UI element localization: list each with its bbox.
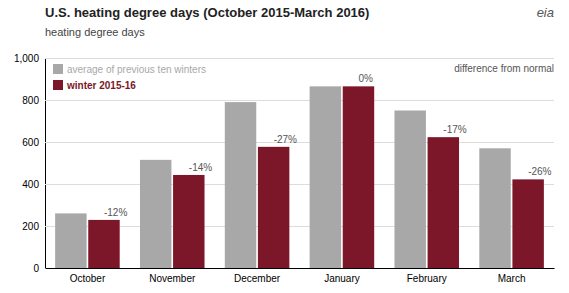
bar — [343, 86, 374, 268]
title: U.S. heating degree days (October 2015-M… — [45, 5, 369, 20]
logo-text: eia — [537, 5, 554, 20]
y-tick-label: 0 — [33, 263, 39, 274]
grid-line — [45, 226, 554, 227]
legend: average of previous ten winters winter 20… — [53, 64, 206, 91]
x-tick: February — [407, 268, 447, 284]
x-axis-line — [46, 268, 555, 269]
y-tick-label: 600 — [22, 137, 39, 148]
x-tick-label: December — [234, 273, 281, 284]
difference-labels: -12% -14% -27% 0% -17% -26% — [104, 73, 552, 218]
bar — [88, 220, 119, 268]
difference-label: 0% — [358, 73, 373, 84]
bar — [55, 213, 86, 268]
chart: U.S. heating degree days (October 2015-M… — [0, 0, 569, 293]
grid-line — [45, 100, 554, 101]
y-tick-label: 400 — [22, 179, 39, 190]
legend-label: average of previous ten winters — [67, 64, 206, 75]
difference-label: -27% — [274, 134, 297, 145]
difference-label: -12% — [104, 207, 127, 218]
x-tick: December — [234, 268, 281, 284]
y-tick-label: 800 — [22, 95, 39, 106]
x-tick-label: February — [407, 273, 447, 284]
x-tick-label: October — [70, 273, 106, 284]
plot: 0 200 400 600 800 1,000 October November Decembe… — [14, 53, 555, 284]
bar — [310, 86, 341, 268]
grid-line — [45, 142, 554, 143]
annotation: difference from normal — [454, 63, 554, 74]
grid-line — [45, 184, 554, 185]
bar — [428, 137, 459, 268]
difference-label: -17% — [443, 124, 466, 135]
x-tick: March — [498, 268, 526, 284]
y-tick-label: 200 — [22, 221, 39, 232]
difference-label: -26% — [528, 166, 551, 177]
x-tick: November — [149, 268, 196, 284]
x-tick-label: November — [149, 273, 196, 284]
bar — [394, 111, 425, 269]
y-label: heating degree days — [45, 26, 145, 38]
x-tick-label: March — [498, 273, 526, 284]
grid-line — [45, 58, 554, 59]
x-tick: October — [70, 268, 106, 284]
bar — [173, 175, 204, 268]
legend-entry: winter 2015-16 — [53, 80, 136, 91]
grid-line — [45, 268, 554, 269]
bar — [512, 179, 543, 268]
legend-label: winter 2015-16 — [66, 80, 136, 91]
legend-swatch — [53, 80, 63, 90]
x-axis: October November December January February Ma… — [46, 268, 555, 284]
legend-entry: average of previous ten winters — [53, 64, 206, 75]
x-tick: January — [324, 268, 360, 284]
y-tick-label: 1,000 — [14, 53, 39, 64]
bar — [140, 160, 171, 268]
x-tick-label: January — [324, 273, 360, 284]
bar — [258, 147, 289, 268]
bar-series — [88, 86, 544, 268]
bars — [55, 86, 544, 268]
y-axis-line — [46, 59, 555, 269]
y-tick: 800 — [22, 95, 554, 106]
difference-label: -14% — [189, 162, 212, 173]
legend-swatch — [53, 64, 63, 74]
bar-series — [55, 86, 511, 268]
bar — [225, 102, 256, 268]
bar — [479, 148, 510, 268]
y-axis: 0 200 400 600 800 1,000 — [14, 53, 554, 274]
